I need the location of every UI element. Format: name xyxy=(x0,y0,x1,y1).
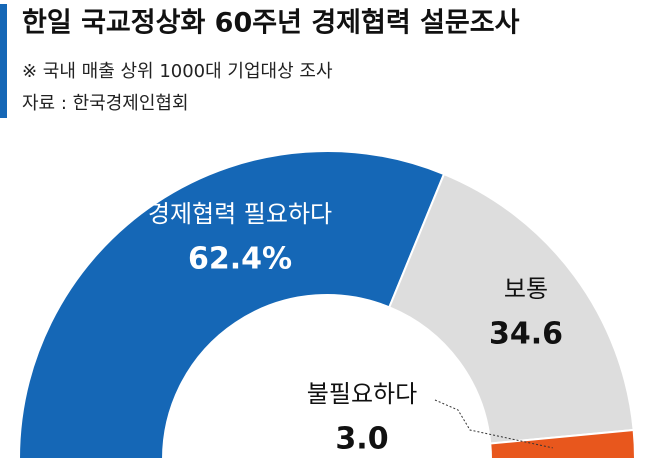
value-label: 3.0 xyxy=(335,422,388,457)
title-bar xyxy=(0,4,7,118)
slice xyxy=(17,150,446,459)
value-label: 62.4% xyxy=(188,242,292,277)
slice-label: 보통 xyxy=(504,275,548,303)
slice-label: 경제협력 필요하다 xyxy=(148,200,332,228)
slice xyxy=(489,428,637,459)
leader-line xyxy=(434,399,553,449)
slice xyxy=(387,172,635,445)
chart-subtitle: ※ 국내 매출 상위 1000대 기업대상 조사 xyxy=(22,61,333,82)
slice-label: 불필요하다 xyxy=(307,380,417,408)
value-label: 34.6 xyxy=(489,317,563,352)
chart-title: 한일 국교정상화 60주년 경제협력 설문조사 xyxy=(22,8,520,39)
source: 자료 : 한국경제인협회 xyxy=(22,93,189,114)
